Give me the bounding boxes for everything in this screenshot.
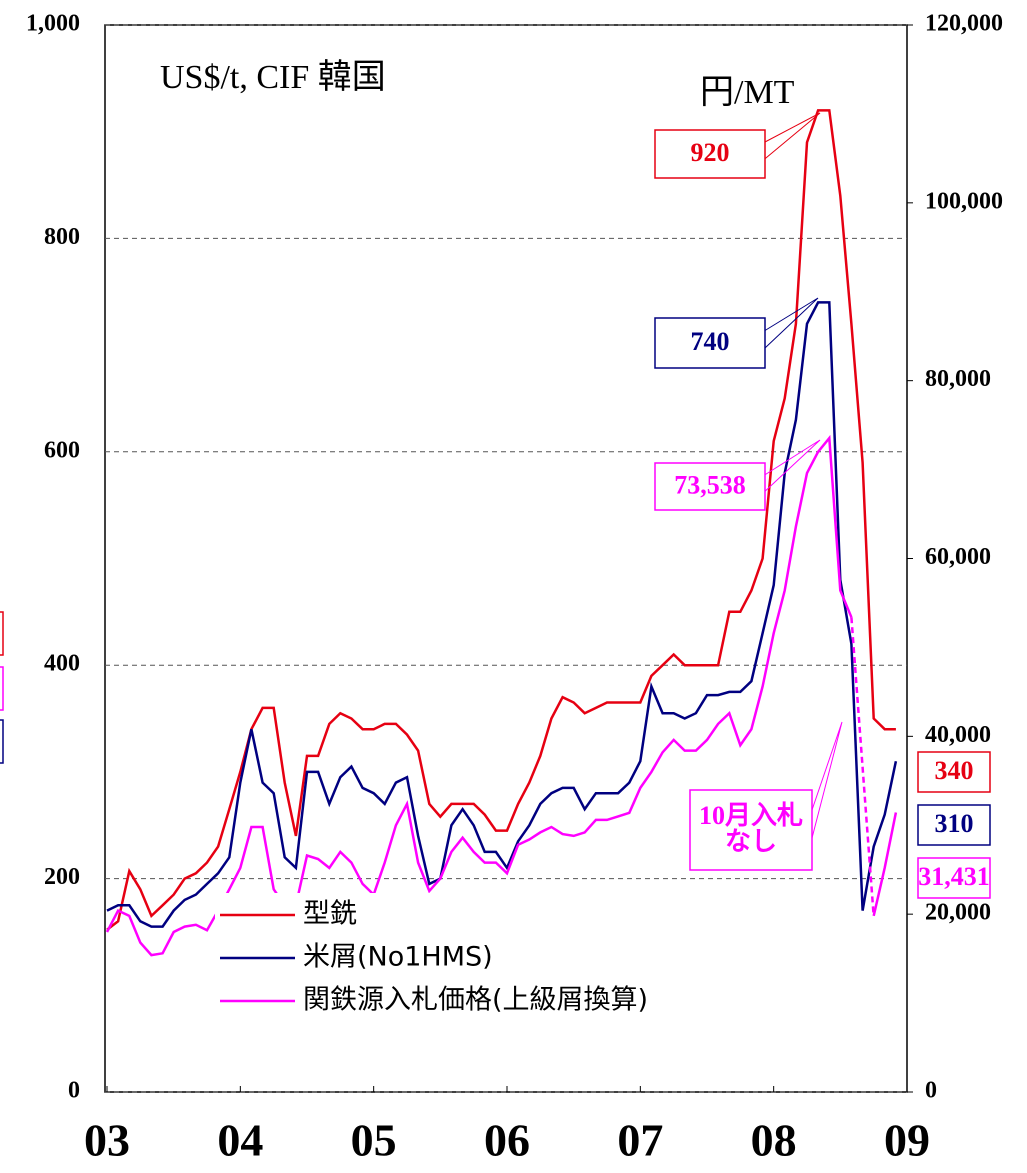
y2-label: 円/MT bbox=[700, 74, 795, 111]
annotation-box bbox=[654, 317, 766, 369]
x-tick-label: 03 bbox=[84, 1115, 130, 1166]
y2-tick-label: 60,000 bbox=[925, 544, 991, 570]
cut-box bbox=[0, 611, 4, 656]
y2-tick-label: 40,000 bbox=[925, 722, 991, 748]
legend-label: 関鉄源入札価格(上級屑換算) bbox=[303, 985, 648, 1016]
legend-label: 米屑(No1HMS) bbox=[303, 942, 493, 973]
annotation-text: 740 bbox=[691, 327, 730, 356]
y-tick-label: 0 bbox=[68, 1078, 80, 1104]
y-tick-label: 800 bbox=[44, 224, 80, 250]
annotation-leader bbox=[811, 721, 843, 839]
y-tick-label: 200 bbox=[44, 864, 80, 890]
annotation-box bbox=[917, 857, 991, 899]
y2-tick-label: 80,000 bbox=[925, 366, 991, 392]
annotation-text: 73,538 bbox=[674, 470, 746, 499]
x-tick-label: 06 bbox=[484, 1115, 530, 1166]
y-tick-label: 600 bbox=[44, 437, 80, 463]
series-line bbox=[106, 109, 896, 931]
series-line bbox=[105, 434, 898, 957]
x-tick-label: 08 bbox=[751, 1115, 797, 1166]
annotation-box bbox=[654, 462, 766, 511]
annotation-leader bbox=[764, 439, 821, 492]
x-tick-label: 04 bbox=[217, 1115, 263, 1166]
legend-label: 型銑 bbox=[303, 899, 357, 930]
y2-tick-label: 0 bbox=[925, 1078, 937, 1104]
cut-box bbox=[0, 719, 4, 764]
annotation-box bbox=[654, 129, 766, 179]
annotation-line: 10月入札 bbox=[699, 801, 803, 830]
y-tick-label: 1,000 bbox=[26, 11, 80, 37]
y-tick-label: 400 bbox=[44, 651, 80, 677]
annotation-text: 31,431 bbox=[918, 862, 990, 891]
annotation-text: 310 bbox=[935, 809, 974, 838]
x-tick-label: 05 bbox=[351, 1115, 397, 1166]
annotation-box bbox=[689, 789, 813, 871]
annotation-line: なし bbox=[725, 827, 777, 856]
x-tick-label: 09 bbox=[884, 1115, 930, 1166]
y2-tick-label: 120,000 bbox=[925, 11, 1003, 37]
legend-box bbox=[215, 893, 795, 1078]
annotation-leader bbox=[764, 297, 819, 349]
annotation-text: 920 bbox=[691, 138, 730, 167]
annotation-box bbox=[917, 751, 991, 793]
chart-title: US$/t, CIF 韓国 bbox=[160, 59, 386, 96]
series-line bbox=[106, 301, 898, 928]
annotation-leader bbox=[764, 112, 821, 160]
annotation-box bbox=[917, 804, 991, 846]
x-tick-label: 07 bbox=[617, 1115, 663, 1166]
annotation-text: 340 bbox=[935, 756, 974, 785]
annotation-text: 10月入札なし bbox=[699, 801, 803, 856]
cut-box bbox=[0, 666, 4, 711]
y2-tick-label: 100,000 bbox=[925, 188, 1003, 214]
y2-tick-label: 20,000 bbox=[925, 900, 991, 926]
